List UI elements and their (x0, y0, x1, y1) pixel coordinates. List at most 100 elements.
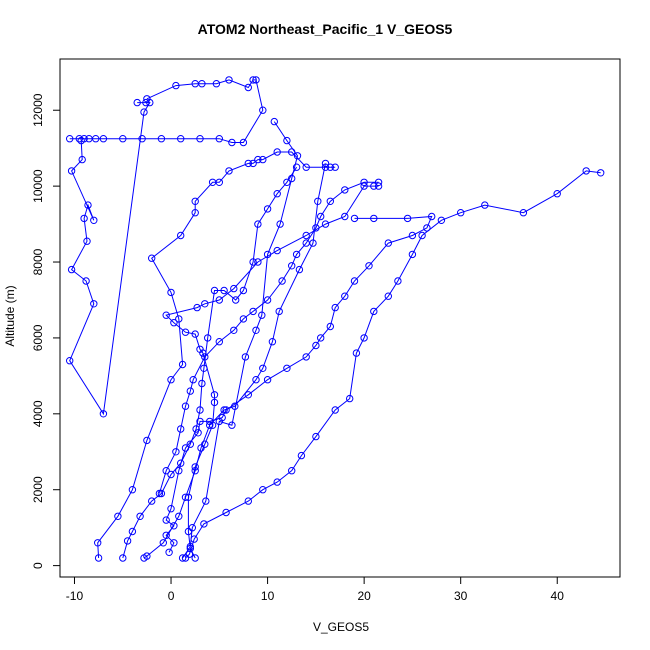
data-point (292, 250, 301, 259)
data-point (162, 531, 170, 539)
data-point (249, 76, 257, 84)
data-point (114, 512, 122, 520)
data-point (133, 98, 141, 107)
x-axis-label: V_GEOS5 (313, 620, 369, 634)
data-point (428, 212, 436, 221)
data-point (259, 106, 267, 114)
series-1 (94, 148, 339, 562)
data-point (167, 288, 175, 297)
data-point (312, 224, 320, 232)
series-line (143, 163, 326, 559)
data-point (167, 470, 175, 479)
data-point (239, 286, 248, 295)
data-point (196, 406, 204, 414)
series-line (182, 121, 299, 559)
data-point (194, 429, 202, 437)
data-point (230, 284, 238, 293)
data-point (94, 554, 103, 562)
data-point (201, 353, 209, 361)
data-point (365, 262, 373, 270)
data-point (326, 163, 334, 171)
data-point (177, 459, 185, 467)
data-point (352, 349, 361, 357)
data-point (293, 152, 302, 160)
data-point (268, 338, 277, 346)
data-point (350, 214, 359, 223)
data-point (157, 489, 166, 498)
data-point (288, 262, 296, 270)
chart-title: ATOM2 Northeast_Pacific_1 V_GEOS5 (198, 21, 453, 37)
data-point (186, 440, 195, 448)
data-point (263, 205, 272, 213)
data-point (148, 254, 156, 262)
data-point (249, 307, 257, 316)
data-point (244, 497, 253, 505)
data-point (241, 353, 250, 361)
data-point (181, 444, 190, 452)
data-point (67, 167, 76, 175)
data-point (252, 76, 260, 84)
data-point (206, 417, 214, 426)
data-point (370, 214, 378, 223)
data-point (210, 286, 219, 295)
data-point (123, 537, 132, 545)
data-point (252, 326, 260, 334)
x-tick-label: 20 (357, 589, 371, 603)
data-point (196, 135, 204, 143)
data-point (275, 307, 283, 316)
data-point (136, 512, 144, 520)
data-point (350, 277, 359, 285)
data-point (263, 296, 272, 304)
data-point (218, 413, 226, 422)
data-point (254, 155, 262, 164)
data-point (302, 163, 310, 171)
data-point (314, 197, 322, 206)
series-line (165, 215, 433, 553)
data-point (228, 421, 236, 429)
data-point (75, 135, 84, 143)
data-point (230, 326, 238, 334)
data-point (198, 379, 206, 388)
data-point (553, 190, 561, 198)
data-point (259, 155, 267, 164)
data-point (148, 497, 156, 505)
data-point (90, 216, 98, 225)
data-point (204, 334, 212, 342)
data-point (170, 522, 178, 530)
data-point (321, 159, 330, 168)
data-point (481, 201, 489, 209)
x-tick-label: 0 (168, 589, 175, 603)
y-tick-label: 2000 (31, 476, 45, 503)
data-point (263, 376, 272, 384)
data-point (200, 520, 208, 528)
data-point (128, 486, 137, 494)
data-point (201, 440, 209, 448)
data-point (273, 478, 281, 486)
x-tick-label: 10 (261, 589, 275, 603)
data-point (408, 250, 417, 259)
data-point (67, 265, 76, 274)
data-point (270, 117, 278, 126)
data-point (184, 493, 193, 501)
data-point (244, 159, 253, 168)
data-point (119, 135, 127, 143)
data-point (331, 406, 339, 414)
data-point (177, 135, 185, 143)
data-point (215, 338, 224, 346)
data-point (384, 292, 392, 300)
data-point (201, 300, 209, 308)
data-point (186, 544, 195, 553)
series-line (69, 79, 264, 143)
data-point (302, 231, 310, 240)
data-point (312, 432, 320, 441)
data-point (326, 322, 334, 331)
data-point (212, 80, 221, 88)
data-point (185, 550, 194, 558)
series-line (97, 151, 336, 559)
data-point (177, 425, 185, 433)
data-point (181, 328, 190, 336)
data-point (178, 360, 187, 369)
data-point (259, 486, 267, 494)
data-point (196, 417, 204, 426)
data-point (331, 303, 339, 312)
